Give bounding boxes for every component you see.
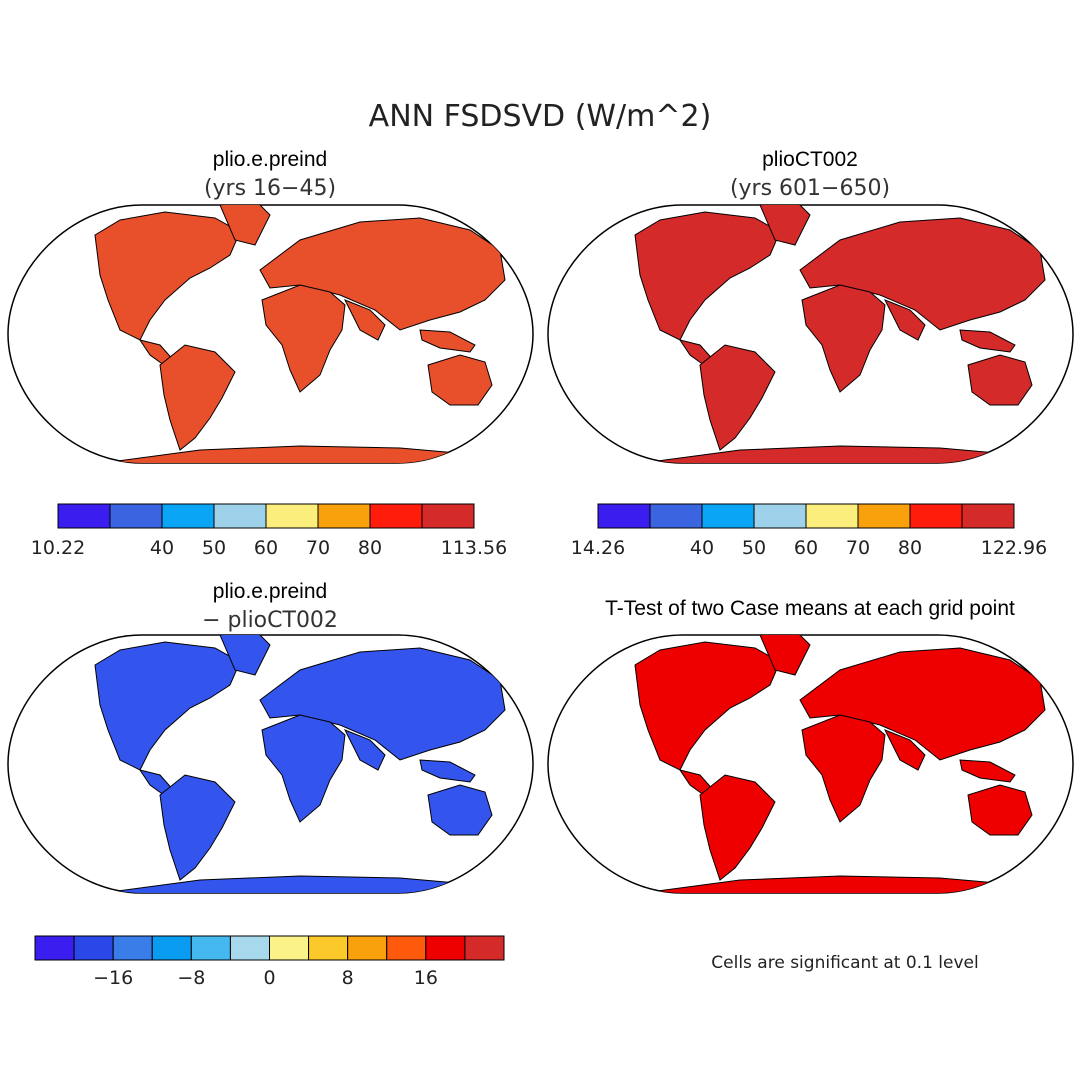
land-region [159, 774, 236, 881]
colorbar-tick-label: 60 [254, 537, 278, 559]
colorbar-tick-label: −8 [177, 967, 205, 989]
panel-3-title: plio.e.preind [213, 580, 327, 603]
colorbar-tick-label: 80 [358, 537, 382, 559]
colorbar-swatch [909, 503, 963, 529]
colorbar-tick-label: 8 [342, 967, 354, 989]
land-region [967, 784, 1033, 836]
colorbar-swatch [229, 935, 270, 961]
land-region [343, 299, 386, 341]
colorbar-tick-label: 40 [690, 537, 714, 559]
map-panel-1: plio.e.preind (yrs 16−45) [7, 148, 534, 464]
panel-4-title: T-Test of two Case means at each grid po… [605, 597, 1015, 620]
colorbar-tick-label: 122.96 [981, 537, 1047, 559]
colorbar-swatch [649, 503, 703, 529]
land-region [419, 329, 476, 353]
colorbar-swatch [317, 503, 371, 529]
land-region [883, 299, 926, 341]
colorbar-tick-label: 80 [898, 537, 922, 559]
land-region [94, 641, 241, 771]
land-region [759, 205, 811, 246]
colorbar-swatch [805, 503, 859, 529]
map-panel-4: T-Test of two Case means at each grid po… [547, 597, 1074, 894]
map-panel-3: plio.e.preind − plioCT002 [7, 580, 534, 894]
significance-note: Cells are significant at 0.1 level [711, 953, 978, 973]
colorbar-tick-label: −16 [93, 967, 133, 989]
colorbar-tick-label: 0 [263, 967, 275, 989]
colorbar-tick-label: 70 [846, 537, 870, 559]
colorbar-swatch [701, 503, 755, 529]
colorbar-2: 14.26 40 50 60 70 80 122.96 [571, 503, 1047, 559]
colorbar-swatch [73, 935, 114, 961]
land-region [427, 354, 493, 406]
land-region [967, 354, 1033, 406]
colorbar-swatch [34, 935, 75, 961]
panel-1-title: plio.e.preind [213, 148, 327, 171]
colorbar-1: 10.22 40 50 60 70 80 113.56 [31, 503, 507, 559]
colorbar-swatch [151, 935, 192, 961]
land-region [219, 205, 271, 246]
colorbar-tick-label: 40 [150, 537, 174, 559]
land-fill [634, 205, 1051, 463]
panel-2-title: plioCT002 [762, 148, 858, 171]
colorbar-swatch [190, 935, 231, 961]
colorbar-swatch [109, 503, 163, 529]
colorbar-tick-label: 14.26 [571, 537, 625, 559]
land-region [419, 759, 476, 783]
land-region [261, 714, 346, 823]
land-region [94, 211, 241, 341]
colorbar-swatch [347, 935, 388, 961]
colorbar-swatch [308, 935, 349, 961]
panel-3-subtitle: − plioCT002 [202, 608, 338, 633]
land-region [261, 284, 346, 393]
colorbar-swatch [386, 935, 427, 961]
land-region [801, 284, 886, 393]
land-region [159, 344, 236, 451]
colorbar-swatch [421, 503, 475, 529]
colorbar-swatch [369, 503, 423, 529]
land-region [343, 729, 386, 771]
colorbar-tick-label: 10.22 [31, 537, 85, 559]
land-region [959, 329, 1016, 353]
colorbar-swatch [57, 503, 111, 529]
land-region [801, 714, 886, 823]
land-region [427, 784, 493, 836]
colorbar-swatch [161, 503, 215, 529]
colorbar-tick-label: 113.56 [441, 537, 507, 559]
land-fill [94, 205, 511, 463]
colorbar-tick-label: 70 [306, 537, 330, 559]
colorbar-swatch [112, 935, 153, 961]
land-region [959, 759, 1016, 783]
colorbar-swatch [464, 935, 505, 961]
colorbar-swatch [425, 935, 466, 961]
colorbar-swatch [753, 503, 807, 529]
map-panel-2: plioCT002 (yrs 601−650) [547, 148, 1074, 464]
colorbar-swatch [597, 503, 651, 529]
colorbar-tick-label: 50 [202, 537, 226, 559]
land-region [634, 641, 781, 771]
colorbar-tick-label: 16 [414, 967, 438, 989]
colorbar-swatch [265, 503, 319, 529]
panel-1-subtitle: (yrs 16−45) [204, 176, 336, 201]
colorbar-tick-label: 60 [794, 537, 818, 559]
colorbar-3: −16 −8 0 8 16 [34, 935, 505, 989]
land-region [699, 774, 776, 881]
land-region [883, 729, 926, 771]
figure-title: ANN FSDSVD (W/m^2) [369, 99, 712, 134]
colorbar-swatch [213, 503, 267, 529]
land-region [219, 635, 271, 676]
colorbar-swatch [269, 935, 310, 961]
land-fill [94, 635, 511, 893]
colorbar-tick-label: 50 [742, 537, 766, 559]
land-region [634, 211, 781, 341]
land-region [759, 635, 811, 676]
land-region [699, 344, 776, 451]
colorbar-swatch [961, 503, 1015, 529]
colorbar-swatch [857, 503, 911, 529]
panel-2-subtitle: (yrs 601−650) [730, 176, 890, 201]
